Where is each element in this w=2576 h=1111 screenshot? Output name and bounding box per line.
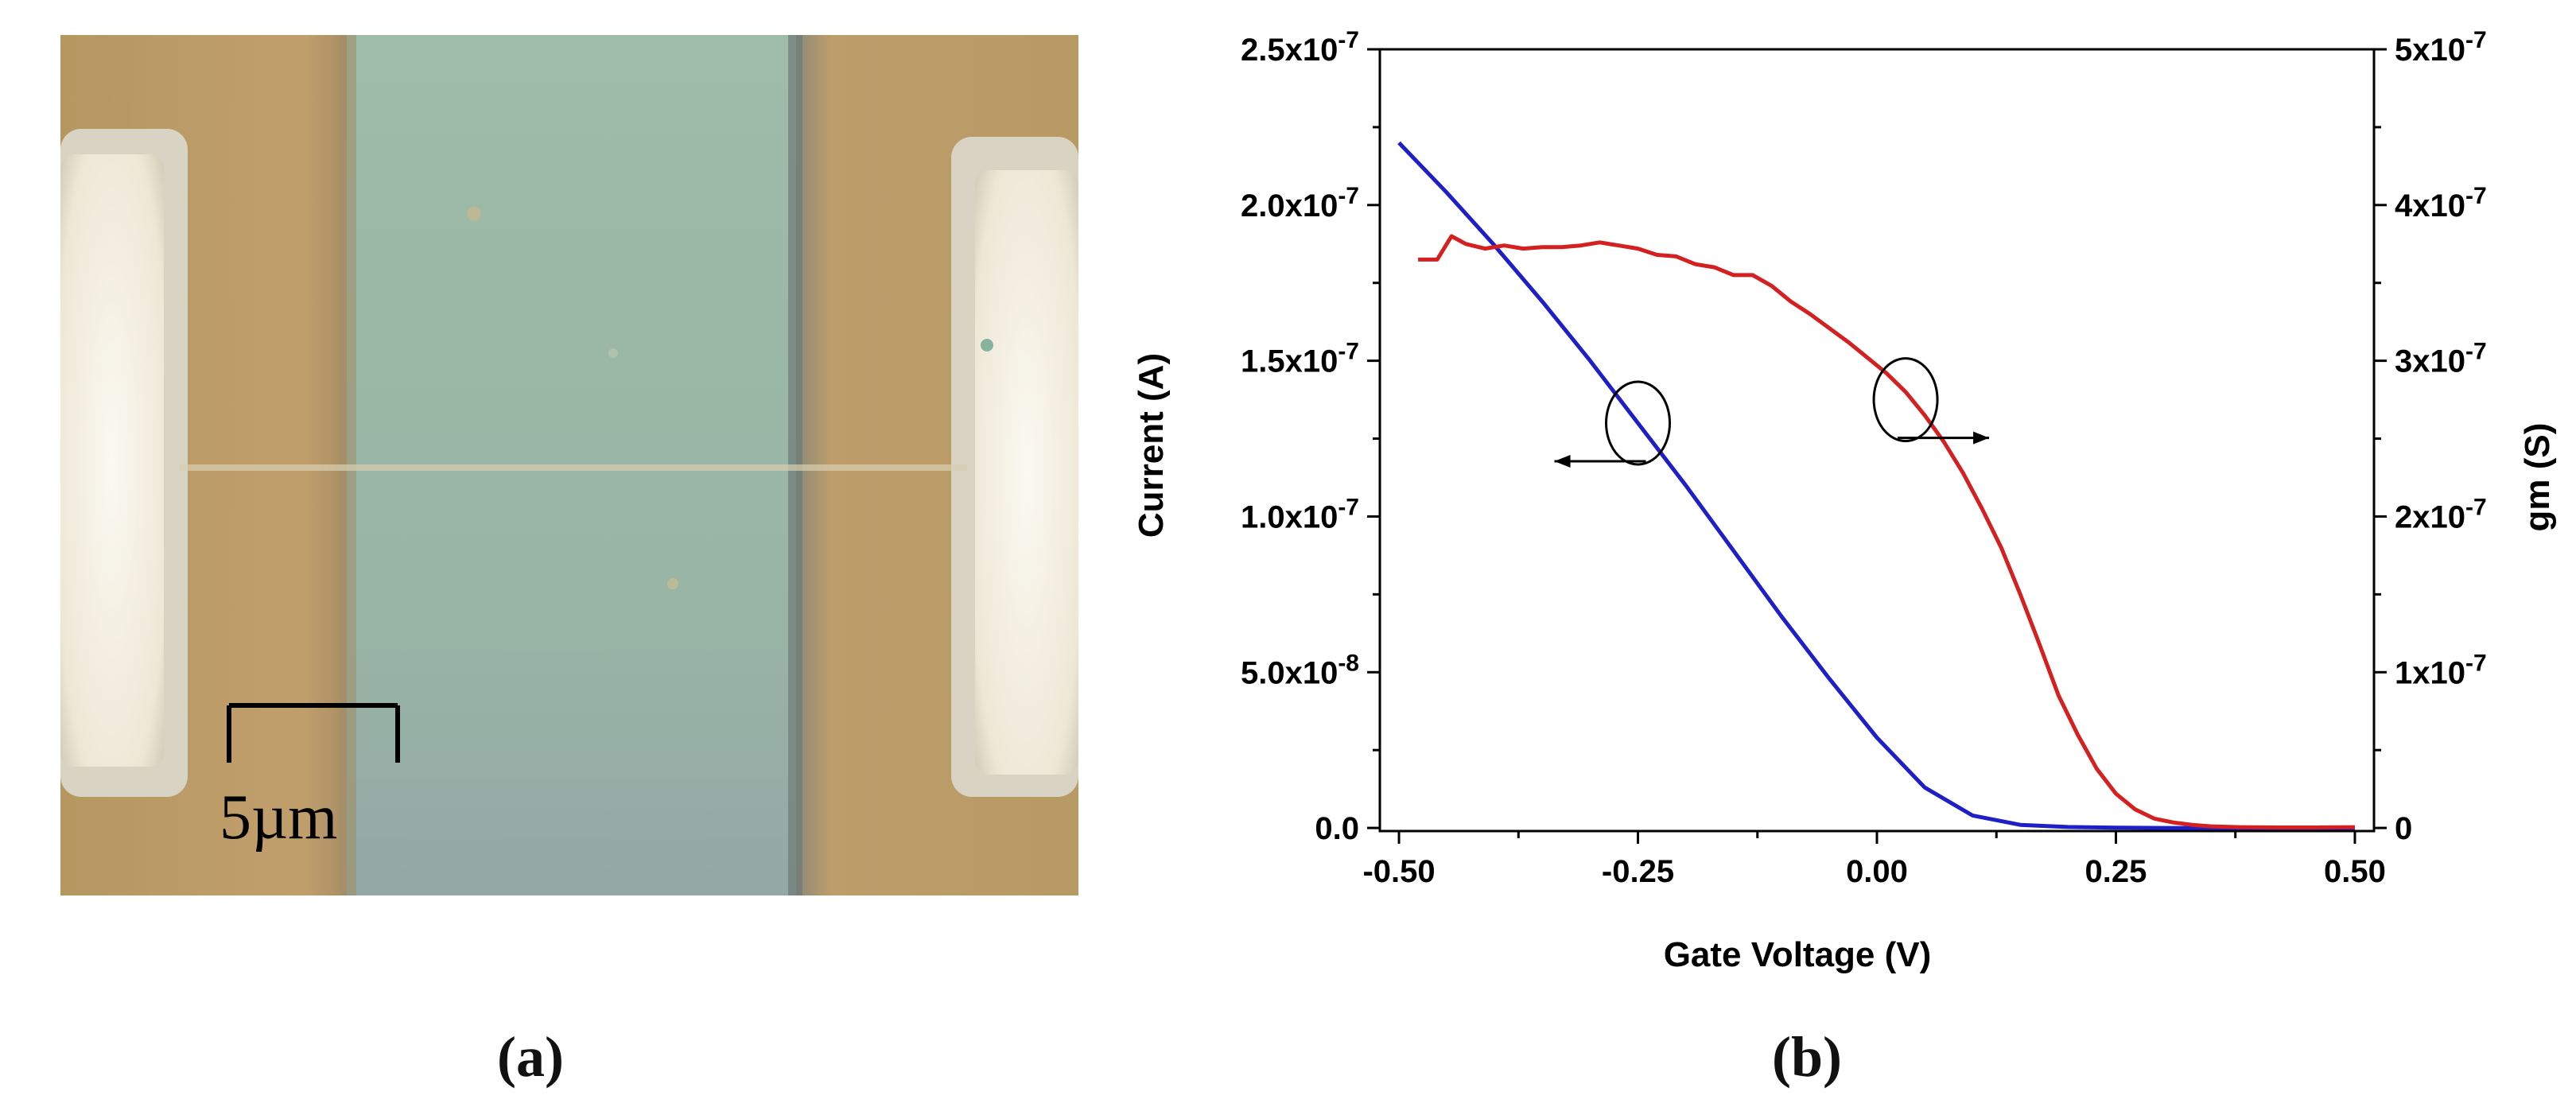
- gm-series-line: [1418, 234, 2356, 829]
- series: [1397, 141, 2356, 830]
- panel-b-label: (b): [1772, 1025, 1842, 1089]
- plot-frame: [1378, 48, 2376, 833]
- x-tick-label: -0.50: [1362, 854, 1435, 889]
- wire: [180, 464, 967, 471]
- x-tick-label: 0.50: [2324, 854, 2386, 889]
- annotation-arrowhead: [1554, 454, 1571, 468]
- y2-tick-label: 1x10-7: [2395, 650, 2487, 690]
- axes: -0.50 -0.25 0.00 0.25 0.50 0.0 5.0x10-8 1.0x10-…: [1241, 27, 2487, 889]
- panel-a-label: (a): [497, 1025, 564, 1089]
- current-series-line: [1397, 141, 2355, 830]
- annotation-arrowhead: [1973, 431, 1990, 445]
- scale-bar: [227, 703, 400, 763]
- annotation-left: [1554, 380, 1672, 468]
- annotation-ellipse: [1605, 380, 1672, 466]
- annotation-ellipse: [1872, 357, 1939, 443]
- micrograph-drawing: 5µm: [60, 35, 1078, 895]
- y-tick-label: 1.0x10-7: [1241, 494, 1359, 534]
- x-tick-label: 0.00: [1846, 854, 1908, 889]
- y-axis-label: Current (A): [1132, 353, 1171, 538]
- micrograph-image: 5µm: [60, 35, 1078, 895]
- y2-tick-label: 0: [2395, 811, 2412, 846]
- annotation-right: [1872, 357, 1990, 445]
- y-tick-label: 2.0x10-7: [1241, 183, 1359, 223]
- x-tick-label: -0.25: [1602, 854, 1674, 889]
- y2-axis-label: gm (S): [2518, 423, 2557, 532]
- x-tick-label: 0.25: [2085, 854, 2147, 889]
- x-axis-label: Gate Voltage (V): [1664, 935, 1932, 974]
- y-tick-label: 1.5x10-7: [1241, 339, 1359, 379]
- y2-tick-label: 2x10-7: [2395, 494, 2487, 534]
- y-tick-label: 2.5x10-7: [1241, 27, 1359, 68]
- scale-bar-label: 5µm: [220, 783, 337, 853]
- annotations: [1554, 357, 1990, 468]
- y2-tick-label: 4x10-7: [2395, 183, 2487, 223]
- y2-tick-label: 3x10-7: [2395, 339, 2487, 379]
- y2-tick-label: 5x10-7: [2395, 27, 2487, 68]
- y-tick-label: 0.0: [1315, 811, 1359, 846]
- y-tick-label: 5.0x10-8: [1241, 650, 1359, 690]
